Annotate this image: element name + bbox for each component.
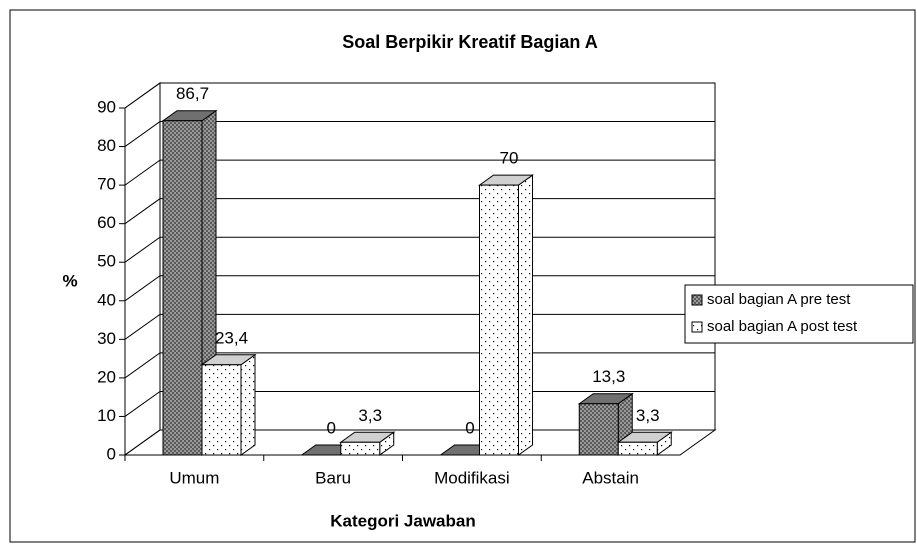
y-tick-label: 80 — [97, 136, 116, 155]
grid-line — [124, 82, 715, 109]
value-label: 86,7 — [176, 84, 209, 103]
bar — [201, 364, 242, 456]
y-tick-label: 10 — [97, 406, 116, 425]
value-label: 0 — [465, 418, 474, 437]
x-axis-title: Kategori Jawaban — [330, 511, 476, 530]
y-tick-label: 90 — [97, 97, 116, 116]
legend-swatch — [691, 294, 703, 306]
value-label: 13,3 — [592, 367, 625, 386]
y-tick-label: 70 — [97, 175, 116, 194]
grid-line — [124, 121, 715, 147]
x-tick-label: Abstain — [582, 468, 639, 487]
x-tick-label: Modifikasi — [434, 468, 510, 487]
bar — [479, 184, 519, 456]
bar — [162, 120, 203, 456]
chart-title: Soal Berpikir Kreatif Bagian A — [342, 32, 597, 52]
side-wall — [124, 82, 161, 456]
legend-text: soal bagian A pre test — [707, 291, 851, 308]
y-axis-title: % — [62, 271, 77, 290]
value-label: 3,3 — [358, 406, 382, 425]
value-label: 70 — [500, 149, 519, 168]
y-tick-label: 60 — [97, 213, 116, 232]
legend-swatch — [691, 321, 703, 333]
x-tick-label: Baru — [315, 468, 351, 487]
y-tick-label: 50 — [97, 252, 116, 271]
y-tick-label: 20 — [97, 367, 116, 386]
y-tick-label: 30 — [97, 329, 116, 348]
bar-side — [518, 174, 533, 456]
bar — [578, 403, 619, 456]
value-label: 0 — [327, 418, 336, 437]
legend-box — [684, 284, 914, 344]
y-tick-label: 40 — [97, 290, 116, 309]
bar — [340, 441, 381, 456]
grid-line — [124, 159, 715, 186]
x-tick-label: Umum — [169, 468, 219, 487]
value-label: 23,4 — [215, 328, 248, 347]
value-label: 3,3 — [636, 406, 660, 425]
legend-text: soal bagian A post test — [707, 318, 858, 335]
bar-side — [240, 353, 256, 456]
bar — [617, 441, 658, 456]
y-tick-label: 0 — [107, 444, 116, 463]
